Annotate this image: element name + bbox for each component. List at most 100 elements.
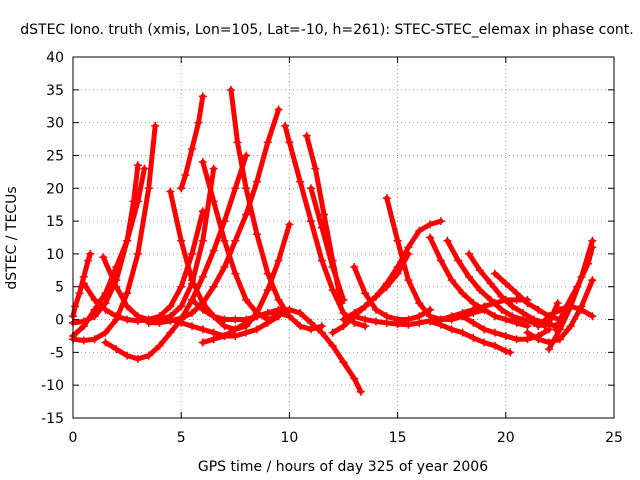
- data-point-marker: [285, 312, 294, 321]
- data-point-marker: [393, 236, 402, 245]
- data-point-marker: [123, 289, 132, 298]
- data-point-marker: [252, 312, 261, 321]
- data-point-marker: [231, 236, 240, 245]
- data-point-marker: [166, 187, 175, 196]
- data-point-marker: [458, 312, 467, 321]
- data-point-marker: [469, 318, 478, 327]
- data-point-marker: [480, 305, 489, 314]
- data-point-marker: [181, 171, 190, 180]
- data-point-marker: [426, 233, 435, 242]
- data-point-marker: [274, 295, 283, 304]
- data-point-marker: [177, 282, 186, 291]
- data-point-marker: [458, 289, 467, 298]
- data-point-marker: [242, 318, 251, 327]
- data-point-marker: [252, 325, 261, 334]
- data-point-marker: [274, 308, 283, 317]
- chart-title: dSTEC Iono. truth (xmis, Lon=105, Lat=-1…: [20, 22, 633, 38]
- data-point-marker: [443, 236, 452, 245]
- data-point-marker: [209, 335, 218, 344]
- data-point-marker: [371, 317, 380, 326]
- data-point-marker: [133, 354, 142, 363]
- data-point-marker: [475, 286, 484, 295]
- data-point-marker: [198, 158, 207, 167]
- data-point-marker: [101, 328, 110, 337]
- data-point-marker: [194, 118, 203, 127]
- data-point-marker: [512, 289, 521, 298]
- data-point-marker: [447, 325, 456, 334]
- data-point-marker: [144, 184, 153, 193]
- data-point-marker: [90, 335, 99, 344]
- data-point-marker: [302, 131, 311, 140]
- data-point-marker: [144, 351, 153, 360]
- series-34: [545, 299, 562, 327]
- data-point-marker: [356, 387, 365, 396]
- data-point-marker: [220, 263, 229, 272]
- data-point-marker: [166, 315, 175, 324]
- data-point-marker: [523, 299, 532, 308]
- data-point-marker: [573, 282, 582, 291]
- data-point-marker: [285, 138, 294, 147]
- data-point-marker: [198, 92, 207, 101]
- data-point-marker: [101, 338, 110, 347]
- data-point-marker: [263, 269, 272, 278]
- data-point-marker: [393, 320, 402, 329]
- data-point-marker: [71, 302, 80, 311]
- data-point-marker: [317, 256, 326, 265]
- data-point-marker: [140, 164, 149, 173]
- data-point-marker: [296, 177, 305, 186]
- data-point-marker: [577, 305, 586, 314]
- data-point-marker: [198, 305, 207, 314]
- data-point-marker: [426, 317, 435, 326]
- series-track: [427, 235, 530, 329]
- data-point-marker: [382, 318, 391, 327]
- data-point-marker: [497, 305, 506, 314]
- x-axis: 0 5 10 15 20 25: [69, 57, 623, 446]
- data-point-marker: [415, 226, 424, 235]
- data-point-marker: [454, 256, 463, 265]
- data-point-marker: [328, 328, 337, 337]
- data-point-marker: [328, 263, 337, 272]
- data-point-marker: [447, 312, 456, 321]
- data-point-marker: [274, 256, 283, 265]
- y-tick-label: 40: [46, 50, 64, 66]
- data-point-marker: [465, 249, 474, 258]
- data-point-marker: [584, 259, 593, 268]
- data-point-marker: [512, 335, 521, 344]
- data-point-marker: [177, 318, 186, 327]
- data-point-marker: [317, 328, 326, 337]
- data-point-marker: [480, 338, 489, 347]
- data-point-marker: [263, 286, 272, 295]
- data-point-marker: [506, 348, 515, 357]
- data-point-marker: [339, 315, 348, 324]
- data-point-marker: [123, 351, 132, 360]
- data-point-marker: [350, 263, 359, 272]
- data-point-marker: [75, 289, 84, 298]
- data-point-marker: [155, 341, 164, 350]
- data-point-marker: [144, 318, 153, 327]
- data-point-marker: [307, 184, 316, 193]
- data-point-marker: [436, 256, 445, 265]
- data-point-marker: [320, 210, 329, 219]
- data-point-marker: [233, 138, 242, 147]
- data-point-marker: [361, 302, 370, 311]
- data-point-marker: [490, 312, 499, 321]
- series-layer: [69, 85, 597, 396]
- data-point-marker: [220, 236, 229, 245]
- data-point-marker: [86, 249, 95, 258]
- series-32: [551, 243, 597, 334]
- data-point-marker: [177, 184, 186, 193]
- data-point-marker: [415, 299, 424, 308]
- series-track: [81, 208, 206, 324]
- data-point-marker: [361, 289, 370, 298]
- data-point-marker: [307, 217, 316, 226]
- data-point-marker: [198, 272, 207, 281]
- x-tick-label: 15: [389, 430, 407, 446]
- data-point-marker: [177, 302, 186, 311]
- data-point-marker: [490, 269, 499, 278]
- data-point-marker: [501, 279, 510, 288]
- data-point-marker: [231, 184, 240, 193]
- series-2: [69, 161, 142, 327]
- data-point-marker: [339, 295, 348, 304]
- data-point-marker: [534, 305, 543, 314]
